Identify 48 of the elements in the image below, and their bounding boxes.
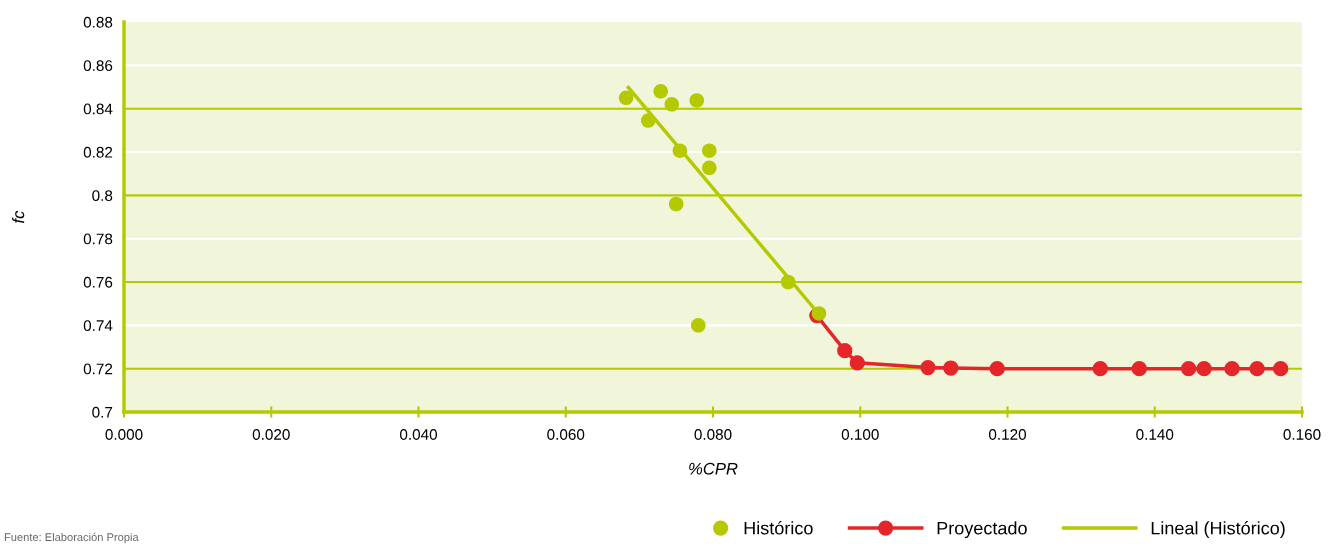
source-note: Fuente: Elaboración Propia: [4, 532, 139, 544]
point: [1224, 361, 1240, 377]
y-tick-label: 0.8: [92, 190, 113, 202]
point: [664, 97, 680, 112]
point: [653, 84, 669, 99]
x-tick-label: 0.100: [841, 429, 879, 440]
point: [672, 143, 688, 158]
point: [1092, 361, 1108, 377]
point: [1249, 361, 1265, 377]
legend-label: Histórico: [744, 521, 813, 535]
point: [943, 360, 959, 376]
point: [618, 90, 634, 106]
y-tick-label: 0.78: [83, 233, 113, 245]
point: [989, 361, 1005, 377]
x-tick-label: 0.060: [547, 429, 585, 440]
y-axis-title: fc: [12, 210, 25, 223]
y-tick-label: 0.88: [83, 16, 113, 28]
point: [1180, 361, 1197, 377]
point: [780, 274, 796, 290]
y-tick-label: 0.82: [83, 146, 113, 158]
point: [690, 318, 706, 333]
x-tick-label: 0.120: [988, 429, 1027, 440]
y-tick-label: 0.72: [83, 363, 113, 375]
point: [920, 359, 936, 376]
x-tick-label: 0.040: [399, 429, 438, 440]
x-tick-label: 0.080: [694, 429, 732, 440]
y-tick-label: 0.86: [83, 60, 113, 72]
y-tick-label: 0.7: [92, 406, 113, 418]
point: [1196, 361, 1212, 377]
point: [668, 196, 684, 212]
point: [702, 143, 717, 158]
point: [837, 343, 853, 359]
point: [1131, 361, 1147, 377]
y-tick-label: 0.74: [83, 320, 113, 332]
point: [640, 113, 656, 128]
point: [849, 355, 865, 371]
x-tick-label: 0.160: [1283, 429, 1321, 440]
x-tick-label: 0.140: [1136, 429, 1174, 440]
y-tick-label: 0.76: [83, 276, 113, 288]
legend-label: Proyectado: [937, 521, 1027, 539]
x-axis-title: %CPR: [689, 462, 738, 475]
x-tick-label: 0.020: [252, 429, 290, 440]
x-tick-label: 0.000: [105, 429, 143, 440]
y-tick-label: 0.84: [83, 103, 113, 115]
point: [702, 160, 717, 176]
point: [1273, 361, 1289, 377]
point: [689, 93, 705, 108]
legend-label: Lineal (Histórico): [1151, 521, 1285, 539]
